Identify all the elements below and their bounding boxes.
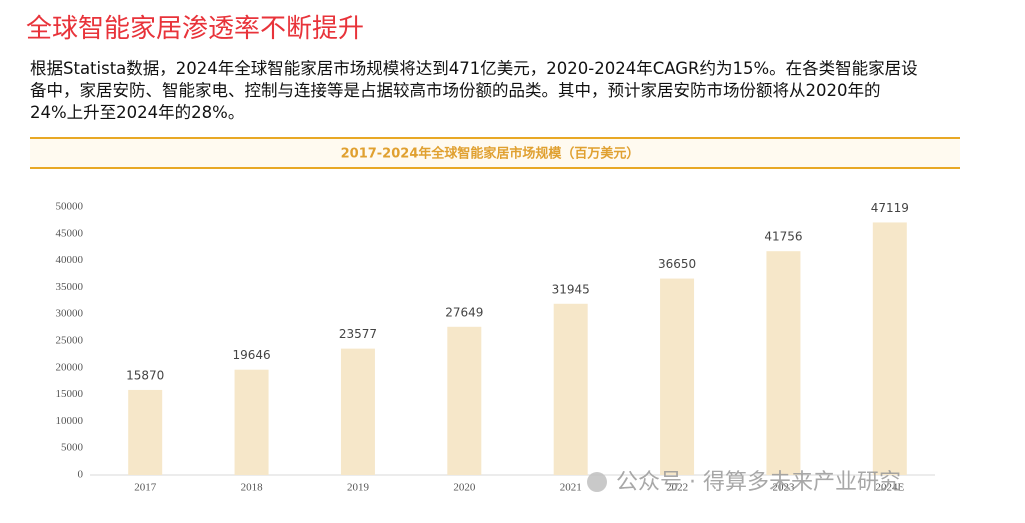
x-tick-label: 2021 [560,482,582,494]
paragraph-line: 根据Statista数据，2024年全球智能家居市场规模将达到471亿美元，20… [30,59,918,78]
value-label: 19646 [232,348,270,362]
bar [447,326,482,475]
y-tick-label: 30000 [56,308,84,320]
y-tick-label: 40000 [56,254,84,266]
x-tick-label: 2020 [453,482,476,494]
watermark-icon [587,472,607,492]
bar [660,278,695,475]
paragraph-line: 24%上升至2024年的28%。 [30,103,245,122]
value-label: 23577 [339,327,377,341]
value-label: 47119 [871,201,909,215]
y-tick-label: 20000 [56,361,84,373]
value-label: 31945 [552,282,590,296]
value-label: 27649 [445,305,483,319]
bar [553,303,588,475]
value-label: 41756 [764,230,802,244]
y-tick-label: 15000 [56,388,84,400]
bar [340,348,375,475]
x-tick-label: 2019 [347,482,370,494]
chart-title: 2017-2024年全球智能家居市场规模（百万美元） [341,146,640,162]
page-title: 全球智能家居渗透率不断提升 [26,14,365,44]
x-tick-label: 2018 [241,482,264,494]
value-label: 15870 [126,368,164,382]
bar [234,369,269,475]
x-tick-label: 2022 [666,482,688,494]
y-tick-label: 25000 [56,335,84,347]
watermark: 公众号 · 得算多未来产业研究 [616,470,901,495]
y-tick-label: 0 [78,469,84,481]
value-label: 36650 [658,257,696,271]
x-tick-label: 2024E [875,482,904,494]
y-tick-label: 50000 [56,201,84,213]
x-tick-label: 2017 [134,482,157,494]
paragraph-line: 备中，家居安防、智能家电、控制与连接等是占据较高市场份额的品类。其中，预计家居安… [30,81,881,100]
y-tick-label: 35000 [56,281,84,293]
x-tick-label: 2023 [772,482,795,494]
y-tick-label: 5000 [61,442,84,454]
bar [128,389,163,475]
title-band [30,139,960,167]
bar [766,251,801,475]
bar [872,222,907,475]
y-tick-label: 45000 [56,227,84,239]
y-tick-label: 10000 [56,415,84,427]
